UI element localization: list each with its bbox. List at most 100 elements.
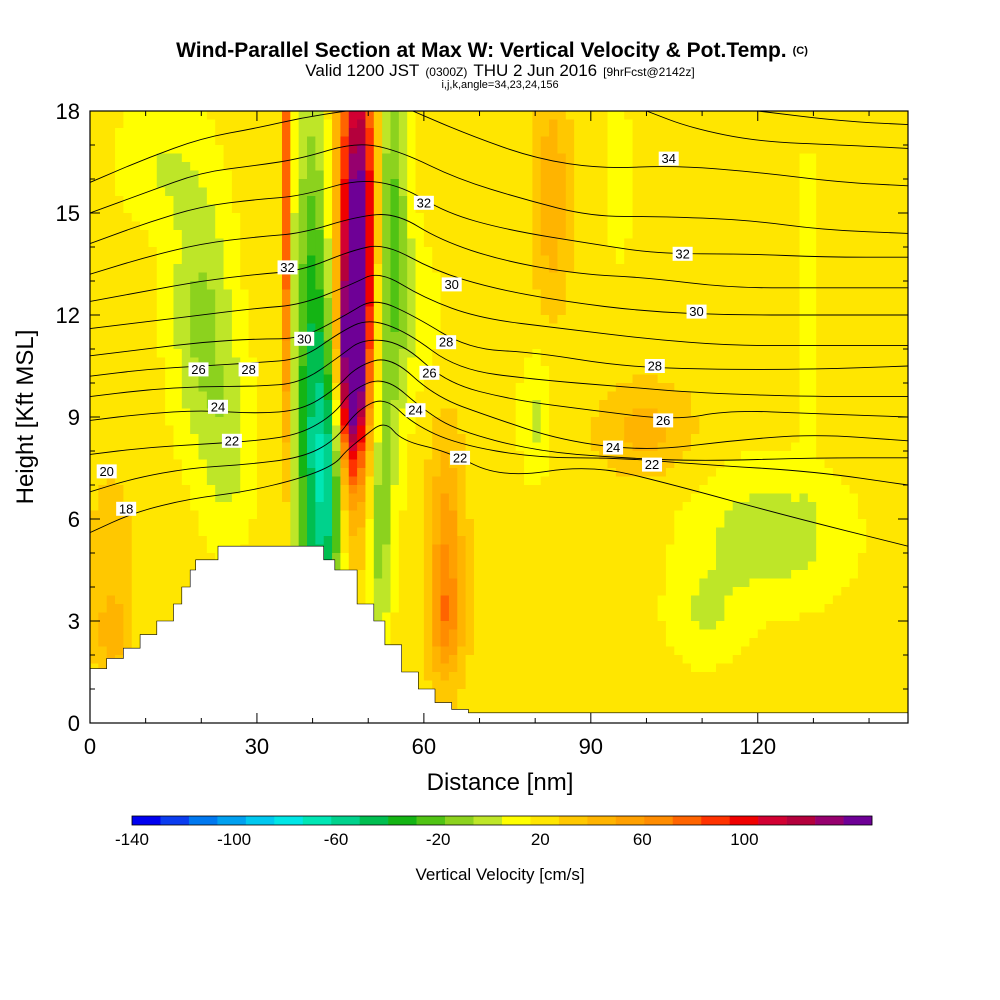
field-cell: [140, 383, 150, 393]
field-cell: [724, 391, 734, 401]
field-cell: [357, 374, 367, 384]
field-cell: [574, 366, 584, 376]
field-cell: [674, 136, 684, 146]
field-cell: [549, 510, 559, 520]
field-cell: [123, 136, 133, 146]
field-cell: [215, 374, 225, 384]
field-cell: [390, 306, 400, 316]
field-cell: [340, 366, 350, 376]
field-cell: [307, 476, 316, 486]
field-cell: [415, 272, 425, 282]
field-cell: [131, 332, 141, 342]
field-cell: [357, 502, 367, 512]
field-cell: [599, 468, 609, 478]
field-cell: [98, 442, 108, 452]
field-cell: [682, 281, 692, 291]
field-cell: [265, 204, 275, 214]
field-cell: [874, 281, 884, 291]
field-cell: [265, 264, 275, 274]
field-cell: [874, 187, 884, 197]
field-cell: [206, 247, 216, 257]
field-cell: [540, 340, 550, 350]
field-cell: [515, 459, 525, 469]
field-cell: [123, 493, 133, 503]
field-cell: [532, 272, 542, 282]
field-cell: [599, 221, 609, 231]
field-cell: [265, 255, 275, 265]
field-cell: [532, 442, 542, 452]
field-cell: [857, 476, 867, 486]
field-cell: [640, 451, 650, 461]
field-cell: [490, 527, 500, 537]
field-cell: [882, 442, 892, 452]
field-cell: [716, 255, 725, 265]
field-cell: [90, 247, 99, 257]
field-cell: [248, 459, 258, 469]
field-cell: [256, 238, 266, 248]
field-cell: [674, 238, 684, 248]
field-cell: [732, 468, 742, 478]
field-cell: [440, 272, 450, 282]
field-cell: [499, 315, 508, 325]
field-cell: [240, 213, 250, 223]
field-cell: [298, 400, 308, 410]
field-cell: [699, 340, 709, 350]
field-cell: [582, 323, 592, 333]
field-cell: [206, 391, 216, 401]
field-cell: [882, 408, 892, 418]
field-cell: [816, 476, 826, 486]
field-cell: [465, 357, 475, 367]
field-cell: [348, 442, 358, 452]
field-cell: [332, 179, 342, 189]
field-cell: [849, 332, 859, 342]
field-cell: [432, 238, 442, 248]
field-cell: [540, 519, 550, 529]
field-cell: [866, 502, 876, 512]
field-cell: [832, 170, 842, 180]
field-cell: [841, 306, 851, 316]
field-cell: [482, 510, 492, 520]
field-cell: [716, 459, 725, 469]
field-cell: [165, 459, 175, 469]
field-cell: [332, 391, 342, 401]
field-cell: [741, 128, 751, 138]
field-cell: [816, 289, 826, 299]
field-cell: [340, 349, 350, 359]
field-cell: [332, 459, 342, 469]
field-cell: [98, 170, 108, 180]
field-cell: [699, 162, 709, 172]
field-cell: [590, 213, 600, 223]
field-cell: [632, 145, 642, 155]
field-cell: [357, 187, 367, 197]
field-cell: [557, 510, 567, 520]
field-cell: [131, 204, 141, 214]
field-cell: [223, 417, 233, 427]
field-cell: [632, 417, 642, 427]
field-cell: [231, 400, 241, 410]
field-cell: [148, 527, 158, 537]
field-cell: [549, 349, 559, 359]
field-cell: [432, 170, 442, 180]
field-cell: [448, 238, 458, 248]
field-cell: [741, 119, 751, 129]
field-cell: [674, 298, 684, 308]
field-cell: [131, 391, 141, 401]
field-cell: [165, 417, 175, 427]
field-cell: [507, 230, 517, 240]
field-cell: [240, 527, 250, 537]
field-cell: [674, 434, 684, 444]
field-cell: [632, 476, 642, 486]
field-cell: [140, 306, 150, 316]
field-cell: [307, 179, 316, 189]
field-cell: [298, 468, 308, 478]
field-cell: [407, 451, 417, 461]
field-cell: [807, 119, 817, 129]
field-cell: [365, 408, 375, 418]
field-cell: [290, 187, 300, 197]
field-cell: [640, 340, 650, 350]
field-cell: [265, 425, 275, 435]
field-cell: [782, 425, 792, 435]
field-cell: [565, 213, 575, 223]
field-cell: [532, 383, 542, 393]
field-cell: [565, 306, 575, 316]
